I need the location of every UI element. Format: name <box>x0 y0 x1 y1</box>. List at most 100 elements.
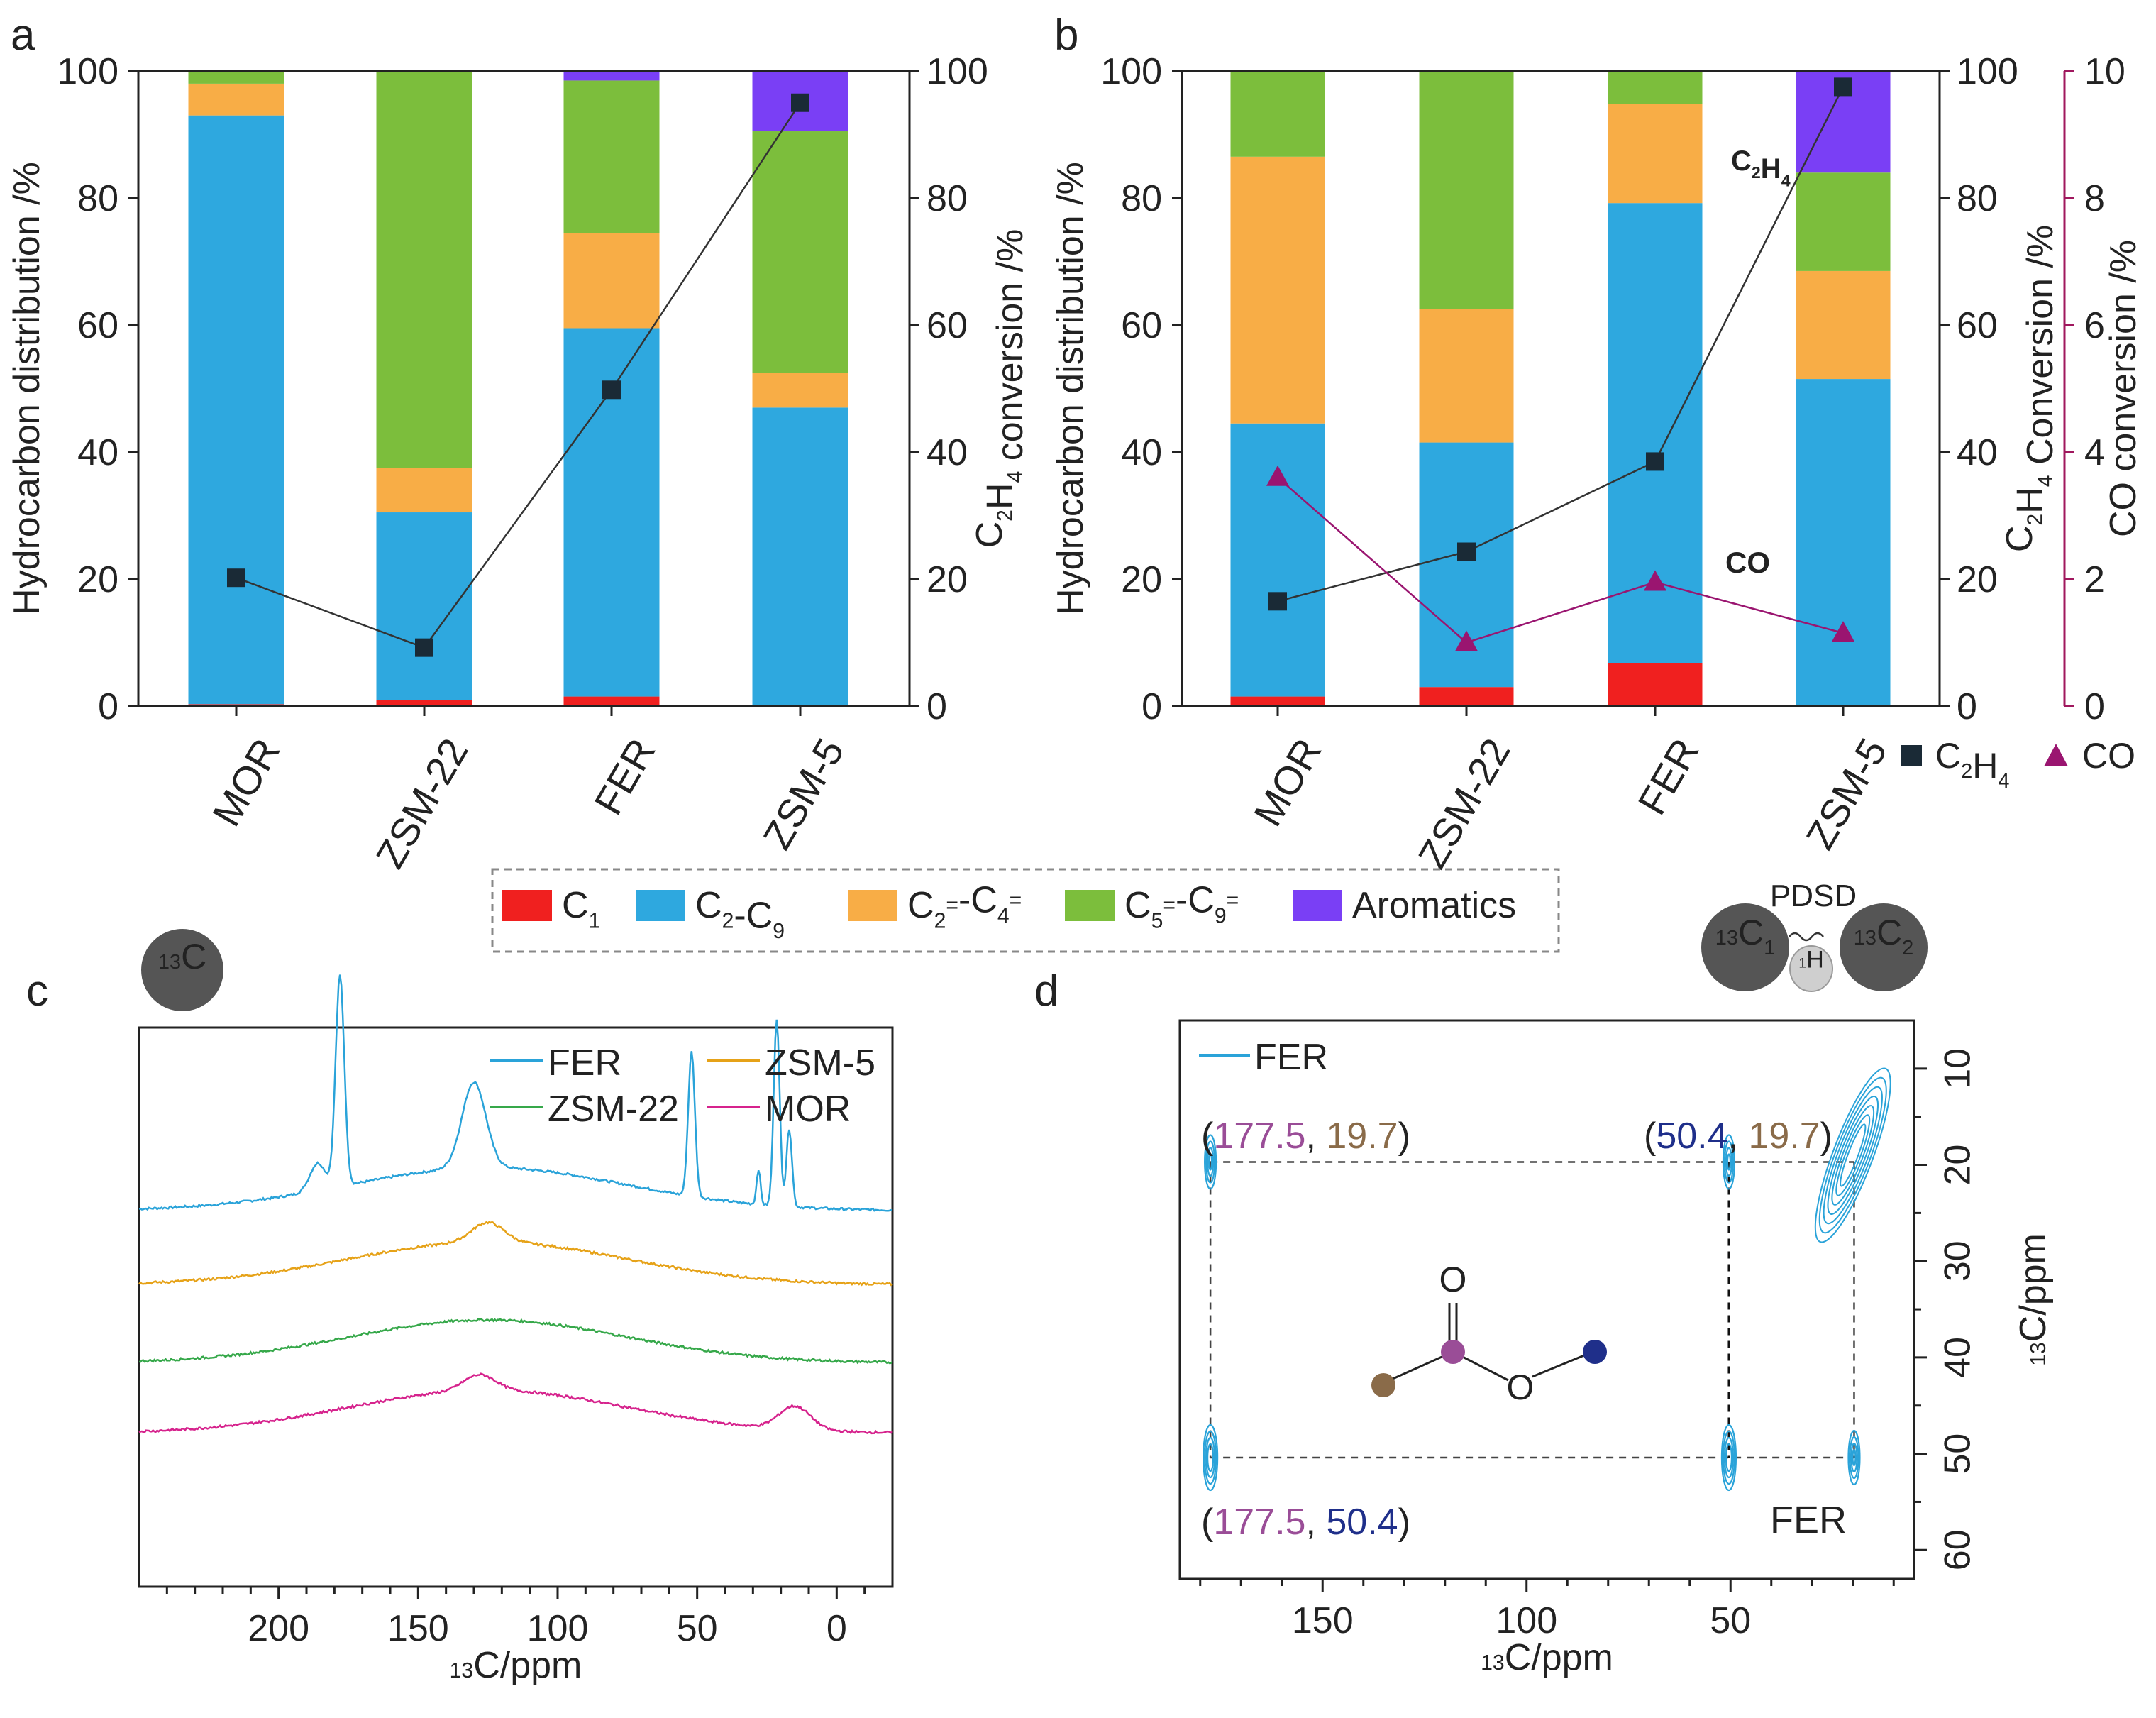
bar-C1-FER <box>1608 663 1703 706</box>
bar-C2-C9-ZSM-5 <box>1796 379 1891 706</box>
cross-peak-contour <box>1850 1442 1858 1473</box>
x-tick-label: 50 <box>1710 1600 1751 1641</box>
carbonyl-carbon <box>1441 1340 1465 1364</box>
y-tick-label-left: 40 <box>77 432 118 473</box>
co-marker <box>1832 621 1854 642</box>
c2h4-marker <box>1834 77 1852 97</box>
methoxy-carbon <box>1583 1340 1607 1364</box>
category-label: ZSM-22 <box>367 731 477 876</box>
text-part: 2 <box>934 910 946 933</box>
acetyl-methyl-carbon <box>1371 1373 1395 1397</box>
carbon1-circle <box>1701 903 1789 991</box>
legend-swatch-C5=-C9= <box>1065 890 1115 921</box>
c2h4-marker <box>415 638 433 657</box>
pdsd-label: PDSD <box>1770 879 1857 913</box>
text-part: C <box>1124 885 1151 926</box>
proton-circle <box>1789 945 1833 992</box>
cross-peak-contour <box>1208 1153 1213 1171</box>
text-part: = <box>1163 894 1176 918</box>
cross-peak-contour <box>1204 1430 1217 1485</box>
text-part: 2 <box>1961 760 1972 783</box>
y-tick-label-left: 0 <box>98 686 118 727</box>
cross-peak-contour <box>1725 1147 1733 1177</box>
coupling-wave <box>1789 932 1824 942</box>
text-part: C <box>473 1645 500 1686</box>
category-label: MOR <box>1245 731 1330 834</box>
plot-frame <box>138 1026 894 1588</box>
annotation-part: ) <box>1398 1116 1410 1157</box>
bar-C5=-C9=-ZSM-22 <box>1419 71 1514 309</box>
y-tick-label: 10 <box>1937 1048 1979 1089</box>
text-part: C <box>562 885 589 926</box>
text-part: Aromatics <box>1352 885 1516 926</box>
y-tick-label-right: 60 <box>927 305 968 346</box>
cross-peak-contour <box>1204 1134 1217 1190</box>
text-part: 13 <box>450 1659 474 1683</box>
c2h4-annotation: C2H4 <box>1731 145 1791 189</box>
text-part: 4 <box>1998 770 2009 793</box>
text-part: 13 <box>2027 1342 2050 1366</box>
text-part: 2 <box>1752 163 1761 182</box>
bar-Aromatics-FER <box>563 71 660 81</box>
text-part: conversion /% <box>990 229 1031 471</box>
c2h4-line <box>1277 86 1845 602</box>
annotation-part: 19.7 <box>1748 1116 1820 1157</box>
annotation-part: ) <box>1820 1116 1832 1157</box>
x-tick-label: 150 <box>1292 1600 1354 1641</box>
text-part: 2 <box>2024 514 2047 526</box>
y-tick-label-left: 0 <box>1141 686 1162 727</box>
y-tick-label: 30 <box>1937 1240 1979 1282</box>
annotation-part: 177.5 <box>1213 1502 1305 1543</box>
text-part: C <box>1999 526 2040 553</box>
c2h4-marker <box>1646 452 1664 471</box>
co-tick-label: 2 <box>2084 559 2105 600</box>
y-tick-label-right: 20 <box>1957 559 1998 600</box>
text-part: -C <box>734 896 773 937</box>
y-tick-label-left: 20 <box>77 559 118 600</box>
bar-C2=-C4=-ZSM-5 <box>1796 270 1891 380</box>
c2h4-marker <box>791 93 809 112</box>
legend-swatch-C2-C9 <box>636 890 685 921</box>
text-part: H <box>2010 487 2051 514</box>
diagonal-peak-contour <box>1814 1067 1891 1243</box>
co-line <box>1277 476 1844 644</box>
c2h4-marker <box>602 380 621 400</box>
text-part: 13 <box>1481 1651 1505 1675</box>
text-part: 9 <box>773 920 785 943</box>
annotation-177.5-19.7: (177.5, 19.7) <box>1201 1116 1410 1157</box>
text-part: C <box>181 937 206 976</box>
panel-letter: d <box>1034 967 1058 1015</box>
co-tick-label: 4 <box>2084 432 2105 473</box>
oxygen-ester: O <box>1507 1367 1535 1407</box>
y-tick-label-right: 20 <box>927 559 968 600</box>
bar-C2=-C4=-ZSM-5 <box>752 373 848 408</box>
annotation-part: 50.4 <box>1326 1502 1398 1543</box>
text-part: C <box>907 885 934 926</box>
legend-label-C5=-C9=: C5=-C9= <box>1124 880 1239 933</box>
bar-C5=-C9=-ZSM-5 <box>752 131 848 373</box>
category-label: ZSM-22 <box>1410 731 1519 876</box>
y-tick-label-left: 80 <box>1121 178 1162 219</box>
x-axis-label: 13C/ppm <box>450 1645 582 1686</box>
sample-label: FER <box>1770 1499 1847 1541</box>
cross-peak-contour <box>1723 1436 1735 1479</box>
spectrum-FER <box>138 974 893 1213</box>
x-tick-label: 0 <box>827 1608 847 1649</box>
diagonal-peak-contour <box>1831 1105 1875 1206</box>
y-tick-label-left: 40 <box>1121 432 1162 473</box>
methyl-acetate-molecule: OO <box>1371 1260 1607 1407</box>
text-part: 13 <box>158 951 181 974</box>
bar-C2=-C4=-FER <box>563 233 660 329</box>
bar-C2=-C4=-ZSM-22 <box>376 468 472 513</box>
y-tick-label-left: 20 <box>1121 559 1162 600</box>
bar-C2=-C4=-FER <box>1608 104 1703 204</box>
c2h4-marker <box>227 568 245 588</box>
bar-C1-FER <box>563 696 660 706</box>
co-annotation: CO <box>1725 546 1770 579</box>
bar-C1-ZSM-22 <box>376 700 472 706</box>
cross-peak-contour <box>1722 1134 1736 1190</box>
y-axis-label-left: Hydrocarbon distribution /% <box>1050 162 1091 615</box>
